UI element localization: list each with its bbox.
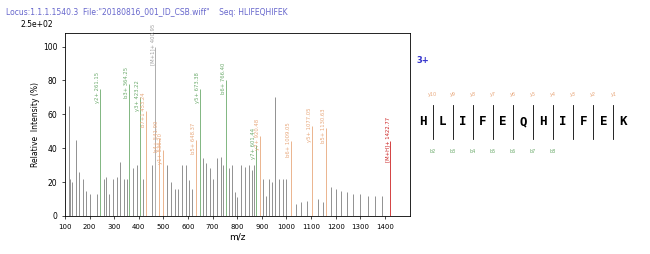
- Text: b6+ 766.40: b6+ 766.40: [221, 63, 226, 94]
- Text: b3+ 364.25: b3+ 364.25: [124, 67, 129, 98]
- Text: [M+1]+ 400.95: [M+1]+ 400.95: [150, 24, 155, 66]
- Text: y2+ 261.15: y2+ 261.15: [96, 72, 101, 103]
- Text: y5+ 1077.05: y5+ 1077.05: [307, 107, 312, 142]
- Text: b2: b2: [430, 149, 436, 154]
- Text: I: I: [560, 115, 567, 129]
- Text: 2.5e+02: 2.5e+02: [20, 20, 53, 29]
- Text: L: L: [439, 115, 447, 129]
- Text: b7+1 453.24: b7+1 453.24: [141, 92, 146, 126]
- Text: y4: y4: [550, 92, 556, 97]
- Text: y1+ 536.20: y1+ 536.20: [158, 133, 163, 164]
- Text: b3: b3: [450, 149, 456, 154]
- Text: b7: b7: [530, 149, 536, 154]
- Text: y10: y10: [428, 92, 437, 97]
- Text: y3+ 423.22: y3+ 423.22: [135, 80, 140, 111]
- Text: y2: y2: [590, 92, 596, 97]
- Text: b5+ 1130.63: b5+ 1130.63: [321, 109, 326, 144]
- Text: F: F: [580, 115, 587, 129]
- Text: y8: y8: [470, 92, 476, 97]
- Text: Q: Q: [519, 115, 526, 129]
- Text: b5+ 648.37: b5+ 648.37: [191, 122, 196, 154]
- Text: y9: y9: [450, 92, 456, 97]
- Text: [M+H]+ 1422.77: [M+H]+ 1422.77: [385, 117, 390, 162]
- X-axis label: m/z: m/z: [229, 232, 246, 241]
- Text: y7+ 601.44: y7+ 601.44: [252, 128, 257, 159]
- Text: H: H: [540, 115, 547, 129]
- Text: y6: y6: [510, 92, 516, 97]
- Text: y5: y5: [530, 92, 536, 97]
- Y-axis label: Relative  Intensity (%): Relative Intensity (%): [31, 82, 40, 167]
- Text: y5+ 673.38: y5+ 673.38: [195, 72, 200, 103]
- Text: b4: b4: [469, 149, 476, 154]
- Text: y7: y7: [490, 92, 496, 97]
- Text: F: F: [479, 115, 486, 129]
- Text: Locus:1.1.1.1540.3  File:"20180816_001_ID_CSB.wiff"    Seq: HLIFEQHIFEK: Locus:1.1.1.1540.3 File:"20180816_001_ID…: [6, 8, 288, 17]
- Text: b4+ 541.90: b4+ 541.90: [154, 121, 159, 152]
- Text: y7+ 920.48: y7+ 920.48: [255, 119, 260, 150]
- Text: b6: b6: [510, 149, 516, 154]
- Text: b5: b5: [489, 149, 496, 154]
- Text: b8: b8: [550, 149, 556, 154]
- Text: K: K: [619, 115, 627, 129]
- Text: y3: y3: [570, 92, 576, 97]
- Text: 3+: 3+: [417, 56, 429, 66]
- Text: E: E: [599, 115, 607, 129]
- Text: I: I: [459, 115, 467, 129]
- Text: y1: y1: [610, 92, 616, 97]
- Text: E: E: [499, 115, 506, 129]
- Text: H: H: [419, 115, 426, 129]
- Text: b6+ 1009.05: b6+ 1009.05: [287, 122, 291, 157]
